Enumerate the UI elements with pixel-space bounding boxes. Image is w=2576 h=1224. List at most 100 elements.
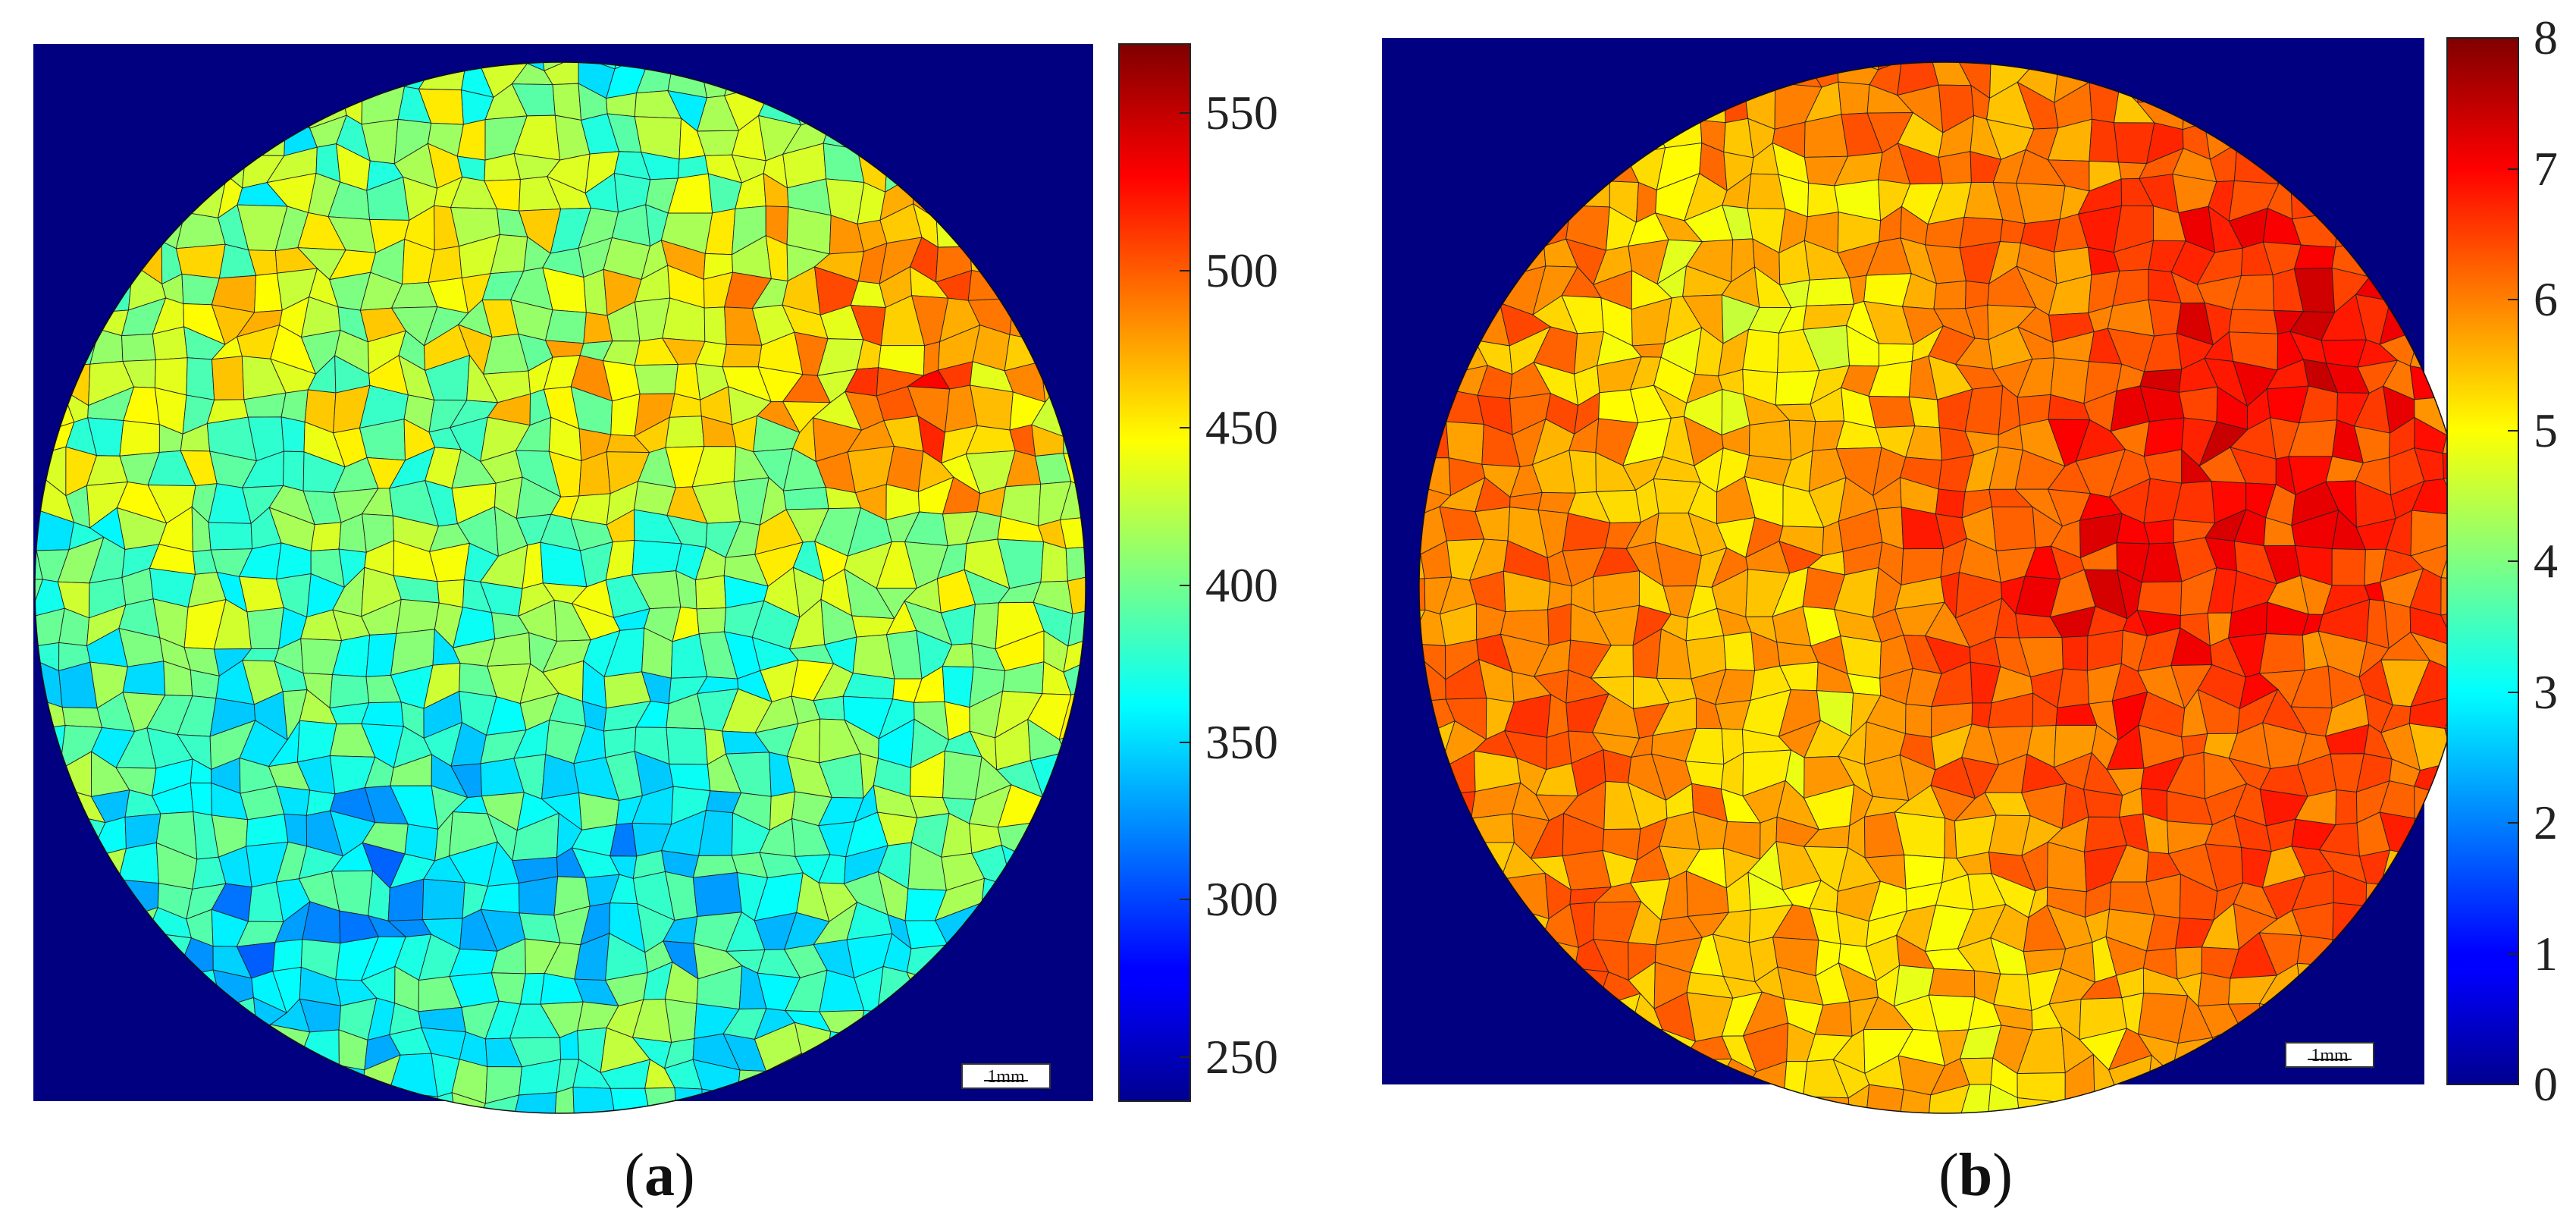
grain-cell [1446, 421, 1484, 465]
panel-a-map [0, 44, 1093, 1114]
colorbar-tick-mark [1180, 427, 1190, 429]
grain-cell [2228, 309, 2279, 334]
colorbar-tick-label: 5 [2534, 403, 2558, 457]
colorbar-tick-mark [1180, 112, 1190, 115]
grain-cell [1742, 328, 1780, 374]
colorbar-tick-mark [2508, 822, 2518, 824]
grain-cell [1040, 541, 1068, 582]
colorbar-tick-label: 450 [1205, 400, 1278, 455]
grain-cell [1965, 280, 1990, 309]
colorbar-tick-label: 8 [2534, 11, 2558, 64]
grain-cell [2143, 519, 2174, 545]
grain-cell [2017, 1097, 2066, 1113]
grain-cell [1838, 81, 1870, 115]
colorbar-tick-mark [2508, 429, 2518, 432]
panel-b-map [1382, 38, 2471, 1114]
grain-cell [175, 243, 226, 279]
grain-cell [554, 1086, 575, 1113]
grain-cell [510, 1092, 557, 1113]
grain-cell [396, 598, 440, 634]
grain-cell [1928, 1084, 1970, 1113]
colorbar-tick-label: 0 [2534, 1057, 2558, 1111]
grain-cell [246, 813, 289, 847]
grain-cell [696, 607, 727, 635]
grain-cell [1067, 608, 1086, 647]
grain-cell [1748, 419, 1792, 461]
grain-cell [1954, 1084, 1992, 1113]
colorbar-tick-label: 4 [2534, 534, 2558, 588]
panel-a-scale-label: 1mm [987, 1067, 1025, 1087]
grain-cell [674, 1087, 703, 1113]
grain-cell [1743, 1091, 1791, 1113]
colorbar-tick-mark [2508, 299, 2518, 300]
grain-cell [2092, 1088, 2128, 1113]
grain-cell [610, 1087, 650, 1113]
colorbar-tick-mark [1180, 899, 1190, 901]
grain-cell [61, 707, 103, 728]
grain-cell [329, 674, 370, 708]
colorbar-tick-label: 7 [2534, 141, 2558, 196]
panel-b-colorbar [2446, 37, 2519, 1085]
grain-cell [283, 450, 305, 491]
panel-b-caption: (b) [1938, 1142, 2013, 1209]
grain-cell [2335, 789, 2358, 826]
grain-cell [122, 661, 166, 695]
panel-b-grains [1419, 62, 2470, 1113]
colorbar-tick-mark [2508, 560, 2518, 562]
colorbar-tick-label: 350 [1205, 715, 1278, 770]
grain-cell [121, 334, 156, 362]
grain-cell [2016, 182, 2066, 224]
grain-cell [519, 912, 561, 943]
grain-cell [1547, 603, 1572, 646]
grain-cell [942, 750, 982, 801]
colorbar-tick-label: 2 [2534, 796, 2558, 849]
grain-cell [1992, 506, 2036, 551]
colorbar-tick-mark [1180, 742, 1190, 744]
grain-cell [190, 782, 212, 816]
grain-cell [1899, 1089, 1932, 1113]
grain-cell [2178, 386, 2218, 422]
colorbar-tick-mark [1180, 1056, 1190, 1058]
grain-cell [519, 876, 559, 916]
colorbar-tick-mark [2508, 37, 2518, 39]
grain-cell [692, 872, 742, 918]
grain-cell [280, 416, 306, 453]
colorbar-tick-label: 300 [1205, 872, 1278, 927]
panel-a-scale-bar: 1mm [961, 1063, 1051, 1089]
panel-a-specimen-outline [34, 61, 1086, 1114]
grain-cell [421, 878, 465, 921]
grain-cell [2293, 244, 2336, 269]
grain-cell [2331, 548, 2366, 586]
grain-cell [186, 357, 215, 400]
grain-cell [1804, 114, 1849, 158]
grain-cell [666, 727, 708, 765]
grain-cell [942, 666, 974, 708]
colorbar-tick-label: 400 [1205, 557, 1278, 612]
grain-cell [1905, 703, 1932, 738]
grain-cell [1868, 395, 1916, 428]
grain-cell [722, 344, 763, 368]
panel-b-caption-letter: b [1958, 1142, 1993, 1209]
grain-cell [971, 602, 999, 650]
grain-cell [1807, 183, 1839, 218]
grain-cell [782, 486, 829, 510]
colorbar-tick-mark [2508, 168, 2518, 170]
grain-cell [1866, 1084, 1904, 1113]
colorbar-tick-label: 250 [1205, 1029, 1278, 1084]
grain-cell [310, 522, 342, 551]
grain-cell [1928, 968, 1976, 998]
grain-cell [2197, 972, 2231, 1007]
grain-cell [361, 701, 404, 727]
grain-cell [2115, 1087, 2148, 1113]
grain-cell [631, 539, 682, 576]
colorbar-tick-label: 500 [1205, 243, 1278, 297]
colorbar-tick-label: 3 [2534, 664, 2558, 719]
grain-cell [35, 506, 37, 551]
grain-cell [1933, 280, 1966, 309]
colorbar-tick-mark [1180, 584, 1190, 586]
grain-cell [0, 660, 33, 710]
colorbar-tick-mark [2508, 691, 2518, 693]
grain-cell [1546, 730, 1572, 770]
grain-cell [212, 356, 245, 400]
